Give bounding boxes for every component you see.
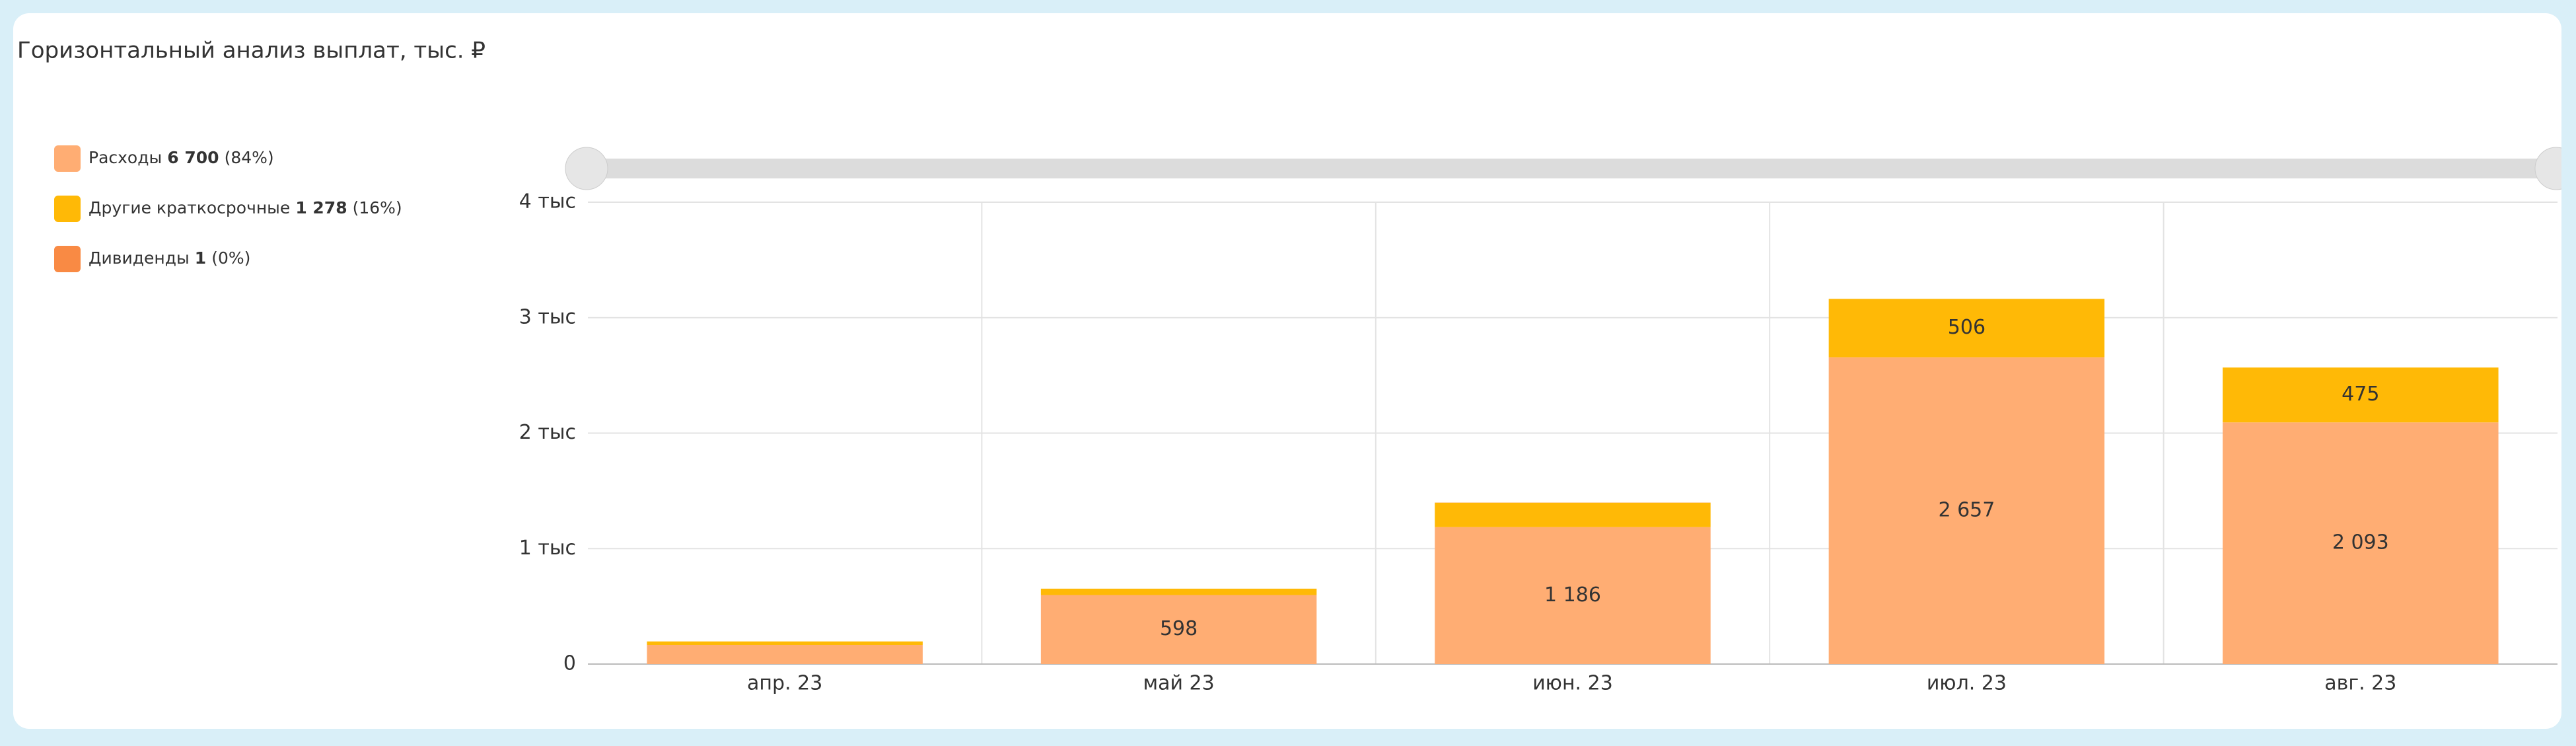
bar-segment: [647, 641, 923, 645]
legend-text: Дивиденды1(0%): [89, 248, 250, 268]
data-label: 2 657: [1938, 498, 1995, 521]
legend-total: 6 700: [167, 148, 219, 167]
bar-segment: [2223, 422, 2499, 664]
legend-total: 1: [195, 248, 206, 268]
x-tick-label: авг. 23: [2324, 672, 2396, 695]
x-tick-label: апр. 23: [747, 672, 822, 695]
chart: Горизонтальный анализ выплат, тыс. ₽ Рас…: [17, 38, 2561, 695]
legend-swatch: [54, 196, 81, 222]
legend-share: (0%): [211, 248, 250, 268]
x-tick-label: май 23: [1143, 672, 1214, 695]
y-tick-label: 3 тыс: [519, 305, 576, 328]
x-tick-label: июл. 23: [1927, 672, 2007, 695]
data-label: 2 093: [2332, 531, 2389, 554]
y-tick-label: 0: [563, 652, 576, 675]
legend-total: 1 278: [295, 198, 347, 217]
bar-segment: [1040, 595, 1317, 664]
legend-share: (16%): [353, 198, 402, 217]
legend: Расходы 6 700 (84%) Другие краткосрочные 1 2…: [54, 145, 402, 272]
legend-text: Другие краткосрочные 1 278 (16%): [89, 198, 402, 217]
scroll-track[interactable]: [587, 159, 2555, 178]
chart-title: Горизонтальный анализ выплат, тыс. ₽: [17, 38, 485, 64]
legend-name: Другие краткосрочные: [89, 198, 290, 217]
bar-segment: [1435, 502, 1711, 527]
legend-swatch: [54, 246, 81, 272]
bar-segment: [1040, 588, 1317, 595]
bar-segment: [2223, 367, 2499, 423]
bar-segment: [1828, 357, 2105, 664]
legend-name: Расходы: [89, 148, 162, 167]
y-tick-label: 4 тыс: [519, 190, 576, 213]
data-label: 1 186: [1544, 583, 1601, 607]
data-label: 598: [1160, 617, 1198, 640]
scroll-handle[interactable]: [2534, 147, 2561, 190]
data-label: 506: [1948, 316, 1986, 339]
bar-segment: [1828, 299, 2105, 357]
bar-segment: [647, 644, 923, 664]
widget: Горизонтальный анализ выплат, тыс. ₽ Рас…: [13, 13, 2561, 729]
legend-share: (84%): [225, 148, 274, 167]
data-label: 475: [2342, 383, 2379, 406]
y-tick-label: 2 тыс: [519, 421, 576, 444]
legend-swatch: [54, 145, 81, 172]
legend-text: Расходы 6 700 (84%): [89, 148, 274, 167]
legend-name: Дивиденды: [89, 248, 190, 268]
x-tick-label: июн. 23: [1532, 672, 1613, 695]
bar-segment: [1435, 527, 1711, 664]
scroll-handle[interactable]: [565, 147, 608, 190]
y-tick-label: 1 тыс: [519, 537, 576, 560]
